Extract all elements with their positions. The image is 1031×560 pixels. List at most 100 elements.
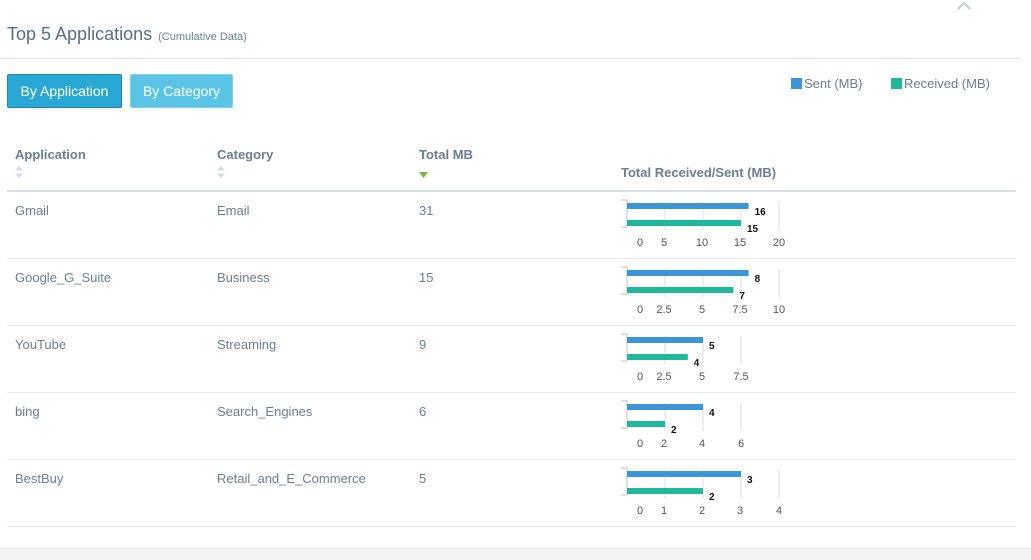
legend-received-swatch xyxy=(891,78,902,89)
total-mb-cell: 6 xyxy=(419,404,427,419)
received-sent-chart: 3 2 0 1 2 3 4 xyxy=(621,467,782,517)
axis-tick-label: 0 xyxy=(637,505,643,517)
bar-value-label: 2 xyxy=(709,492,715,503)
axis-tick-label: 6 xyxy=(738,438,744,450)
axis-tick-label: 2.5 xyxy=(656,371,671,383)
received-sent-chart: 16 15 0 5 10 15 20 xyxy=(621,199,785,249)
legend-sent[interactable]: Sent (MB) xyxy=(791,76,863,91)
application-cell: BestBuy xyxy=(15,471,64,486)
title-divider xyxy=(0,58,1021,59)
panel-title: Top 5 Applications (Cumulative Data) xyxy=(7,24,247,45)
axis-line xyxy=(621,333,628,362)
sent-bar xyxy=(627,404,703,410)
received-bar xyxy=(627,354,688,360)
table-row[interactable]: Google_G_Suite Business 15 8 7 0 2.5 5 7.5 10 xyxy=(7,259,1016,326)
column-header-total-mb[interactable]: Total MB xyxy=(419,147,473,162)
table-row[interactable]: YouTube Streaming 9 5 4 0 2.5 5 7.5 xyxy=(7,326,1016,393)
bar-value-label: 4 xyxy=(694,358,700,369)
axis-tick-label: 20 xyxy=(773,237,785,249)
application-cell: YouTube xyxy=(15,337,67,352)
bar-value-label: 3 xyxy=(747,475,753,486)
row-divider xyxy=(7,325,1016,326)
received-bar xyxy=(627,421,665,427)
category-cell: Email xyxy=(217,203,250,218)
header-divider xyxy=(7,190,1016,192)
column-header-application[interactable]: Application xyxy=(15,147,86,162)
received-sent-chart: 87 0 2.5 5 7.5 10 xyxy=(621,266,785,316)
received-sent-chart: 540 2.5 5 7.5 xyxy=(621,333,749,383)
sort-icon[interactable] xyxy=(217,166,225,178)
axis-tick-label: 2 xyxy=(699,505,705,517)
total-mb-cell: 5 xyxy=(419,471,427,486)
bar-value-label: 2 xyxy=(671,425,677,436)
category-cell: Search_Engines xyxy=(217,404,313,419)
category-cell: Retail_and_E_Commerce xyxy=(217,471,366,486)
table-row[interactable]: bing Search_Engines 6 4 2 0 2 4 6 xyxy=(7,393,1016,460)
sort-descending-icon[interactable] xyxy=(419,172,428,178)
bar-value-label: 16 xyxy=(755,207,767,218)
axis-tick-label: 2 xyxy=(661,438,667,450)
axis-tick-label: 3 xyxy=(737,505,743,517)
table-row[interactable]: Gmail Email 31 16 15 0 5 10 15 20 xyxy=(7,192,1016,259)
axis-line xyxy=(621,467,628,496)
axis-tick-label: 0 xyxy=(637,237,643,249)
panel-title-text: Top 5 Applications xyxy=(7,24,153,44)
chevron-up-icon[interactable] xyxy=(955,0,973,12)
panel-subtitle: (Cumulative Data) xyxy=(158,31,247,43)
axis-tick-label: 4 xyxy=(699,438,705,450)
axis-tick-label: 7.5 xyxy=(733,371,748,383)
row-divider xyxy=(7,459,1016,460)
legend-sent-label: Sent (MB) xyxy=(804,76,863,91)
received-sent-chart: 4 2 0 2 4 6 xyxy=(621,400,744,450)
axis-line xyxy=(621,400,628,429)
bar-value-label: 4 xyxy=(709,408,715,419)
axis-tick-label: 0 xyxy=(637,371,643,383)
axis-line xyxy=(621,199,628,228)
axis-tick-label: 0 xyxy=(637,304,643,316)
axis-tick-label: 1 xyxy=(661,505,667,517)
axis-tick-label: 0 xyxy=(637,438,643,450)
row-divider xyxy=(7,392,1016,393)
column-header-category[interactable]: Category xyxy=(217,147,274,162)
legend-sent-swatch xyxy=(791,78,802,89)
received-bar xyxy=(627,287,734,293)
axis-tick-label: 10 xyxy=(773,304,785,316)
axis-tick-label: 15 xyxy=(734,237,746,249)
total-mb-cell: 15 xyxy=(419,270,434,285)
total-mb-cell: 31 xyxy=(419,203,434,218)
legend-received-label: Received (MB) xyxy=(904,76,990,91)
row-divider xyxy=(7,258,1016,259)
bar-value-label: 15 xyxy=(747,224,759,235)
application-cell: Google_G_Suite xyxy=(15,270,112,285)
sent-bar xyxy=(627,203,749,209)
total-mb-cell: 9 xyxy=(419,337,427,352)
bar-value-label: 7 xyxy=(739,291,745,302)
application-cell: Gmail xyxy=(15,203,49,218)
category-cell: Streaming xyxy=(217,337,277,352)
axis-line xyxy=(621,266,628,295)
axis-tick-label: 5 xyxy=(699,371,705,383)
category-cell: Business xyxy=(217,270,270,285)
table-row[interactable]: BestBuy Retail_and_E_Commerce 5 3 2 0 1 2 3 4 xyxy=(7,460,1016,527)
axis-tick-label: 10 xyxy=(696,237,708,249)
axis-tick-label: 2.5 xyxy=(656,304,671,316)
application-cell: bing xyxy=(15,404,40,419)
row-divider xyxy=(7,526,1016,527)
legend-received[interactable]: Received (MB) xyxy=(891,76,990,91)
sent-bar xyxy=(627,270,749,276)
axis-tick-label: 5 xyxy=(699,304,705,316)
received-bar xyxy=(627,220,741,226)
axis-tick-label: 5 xyxy=(661,237,667,249)
axis-tick-label: 7.5 xyxy=(732,304,747,316)
by-category-button[interactable]: By Category xyxy=(130,74,233,108)
sent-bar xyxy=(627,337,703,343)
by-application-button[interactable]: By Application xyxy=(7,74,122,108)
bar-value-label: 8 xyxy=(755,274,761,285)
bar-value-label: 5 xyxy=(709,341,715,352)
sent-bar xyxy=(627,471,741,477)
footer-bar xyxy=(0,548,1031,560)
sort-icon[interactable] xyxy=(15,166,23,178)
received-bar xyxy=(627,488,703,494)
column-header-received-sent: Total Received/Sent (MB) xyxy=(621,165,777,180)
axis-tick-label: 4 xyxy=(776,505,782,517)
